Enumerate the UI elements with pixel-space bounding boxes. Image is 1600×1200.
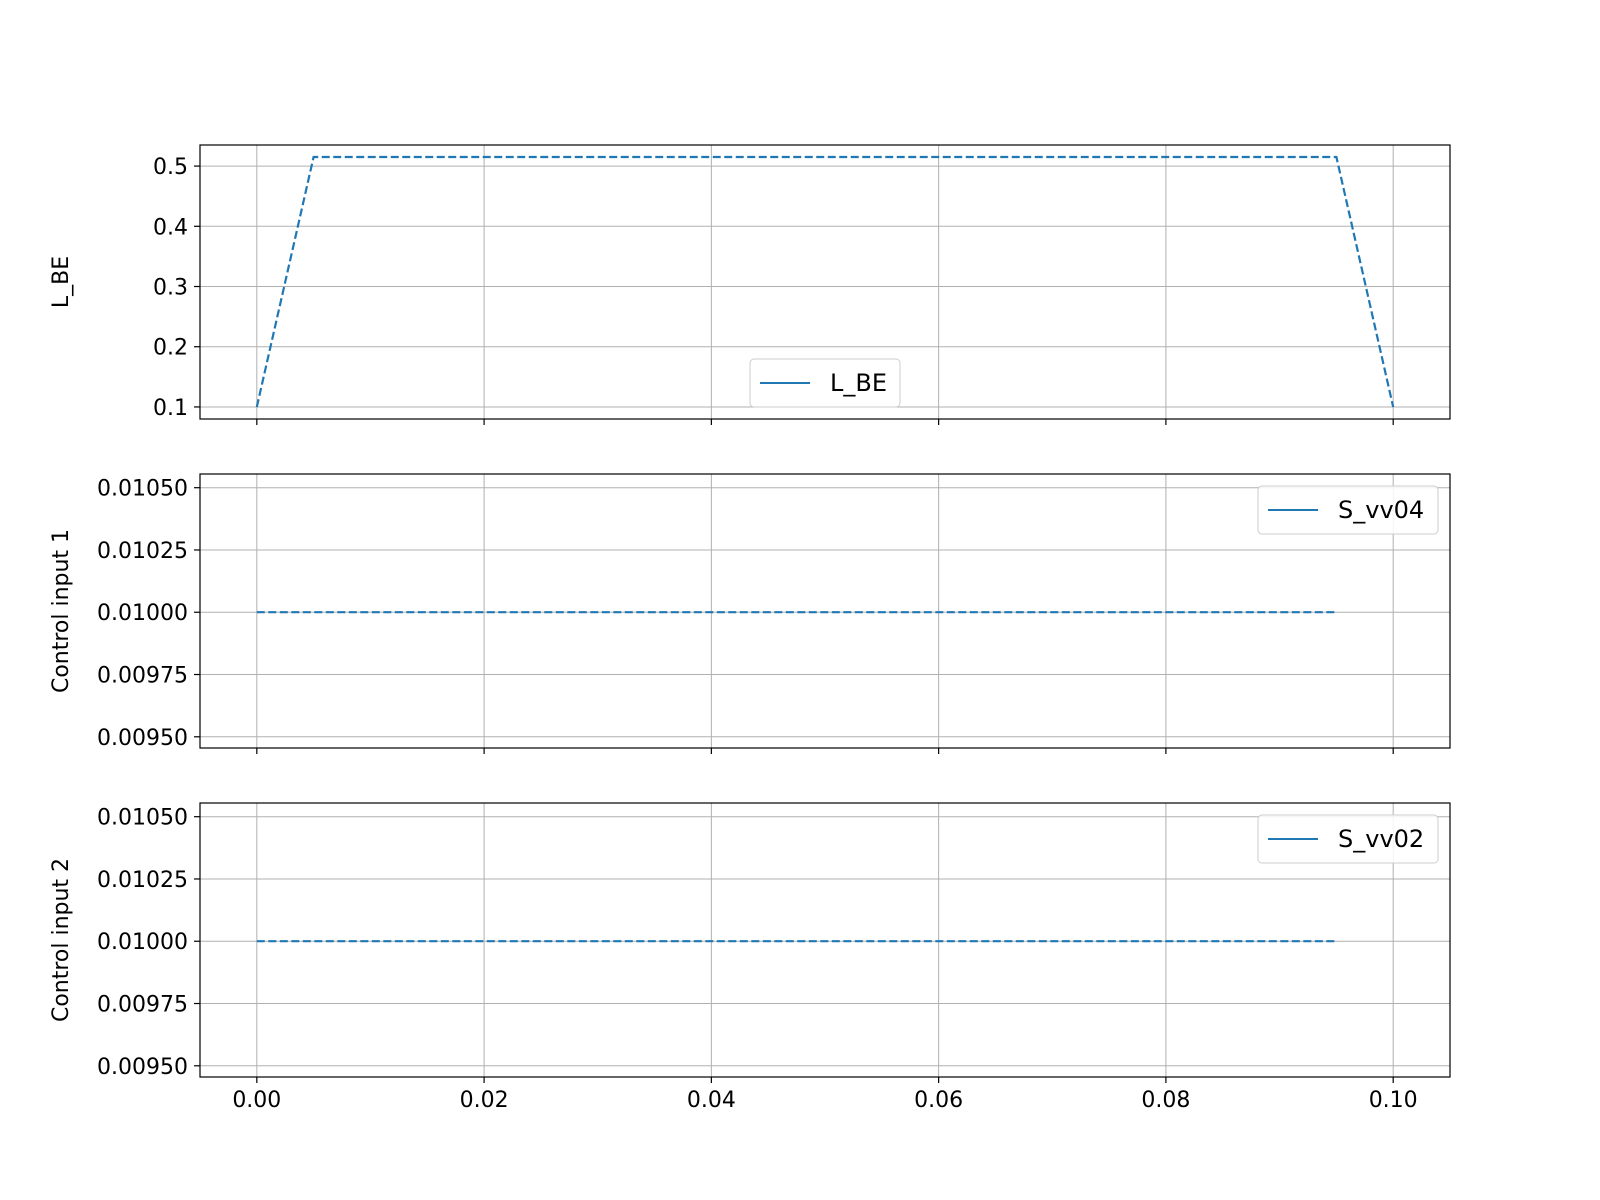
y-tick-label: 0.3 [153,276,188,301]
axes-frame [199,144,1451,420]
legend-label: S_vv04 [1338,496,1424,524]
y-tick-label: 0.00950 [97,1055,188,1080]
y-tick-label: 0.01025 [97,539,188,564]
axes-frame [199,473,1451,749]
y-tick-label: 0.00975 [97,993,188,1018]
x-tick-label: 0.10 [1369,1088,1418,1113]
y-tick-label: 0.5 [153,155,188,180]
legend: S_vv02 [1257,814,1439,864]
legend-box [749,358,901,408]
y-tick-label: 0.4 [153,215,188,240]
y-tick-label: 0.01025 [97,868,188,893]
legend: S_vv04 [1257,485,1439,535]
axes-frame [199,802,1451,1078]
legend-label: S_vv02 [1338,825,1424,853]
subplot-3: 0.00950 0.00975 0.01000 0.01025 0.01050 0.00 0… [49,802,1451,1113]
y-axis-label: L_BE [49,256,74,308]
y-tick-label: 0.1 [153,396,188,421]
y-axis-label: Control input 2 [49,858,74,1022]
plot-area [200,474,1450,748]
y-tick-label: 0.01050 [97,477,188,502]
plot-area [200,803,1450,1077]
y-tick-label: 0.01000 [97,601,188,626]
x-tick-label: 0.04 [687,1088,736,1113]
subplot-1: 0.1 0.2 0.3 0.4 0.5 L_BE L_BE [49,144,1451,425]
y-tick-label: 0.00950 [97,726,188,751]
y-tick-label: 0.2 [153,336,188,361]
x-tick-label: 0.00 [232,1088,281,1113]
x-tick-label: 0.06 [914,1088,963,1113]
y-tick-label: 0.00975 [97,664,188,689]
x-tick-label: 0.08 [1141,1088,1190,1113]
y-tick-label: 0.01050 [97,806,188,831]
subplot-2: 0.00950 0.00975 0.01000 0.01025 0.01050 Contr… [49,473,1451,754]
legend-box [1257,485,1439,535]
y-axis-label: Control input 1 [49,529,74,693]
x-tick-label: 0.02 [460,1088,509,1113]
y-tick-label: 0.01000 [97,930,188,955]
legend: L_BE [749,358,901,408]
legend-box [1257,814,1439,864]
legend-label: L_BE [830,369,887,397]
series-line-L_BE [255,155,1395,408]
